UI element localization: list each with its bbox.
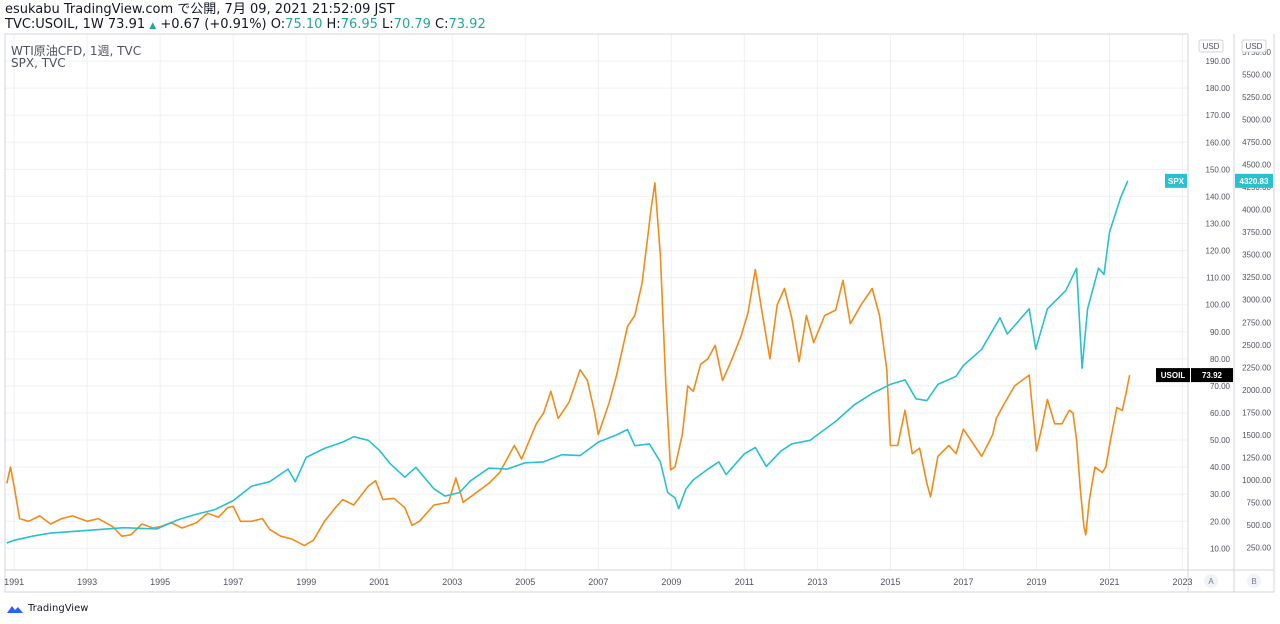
- open-label: O:: [270, 17, 286, 32]
- symbol-label[interactable]: TVC:USOIL, 1W: [5, 17, 104, 32]
- usoil-value-badge-bg: [1191, 368, 1233, 383]
- scale-b-button-bg[interactable]: [1247, 574, 1261, 588]
- axis-b-tick-label: 4750.00: [1242, 138, 1271, 147]
- x-tick-label: 2017: [953, 577, 973, 587]
- axis-b-tick-label: 5500.00: [1242, 71, 1271, 80]
- axis-a-tick-label: 10.00: [1210, 544, 1231, 553]
- x-tick-label: 2015: [880, 577, 900, 587]
- spx-value-badge-bg: [1235, 173, 1273, 188]
- publish-info: esukabu TradingView.com で公開, 7月 09, 2021…: [5, 2, 395, 17]
- axis-a-tick-label: 40.00: [1210, 463, 1231, 472]
- ohlc-line: TVC:USOIL, 1W 73.91 ▲ +0.67 (+0.91%) O:7…: [5, 17, 486, 34]
- axis-b-unit-box: [1241, 39, 1267, 53]
- low-value: 70.79: [393, 17, 431, 32]
- series-line-usoil: [6, 182, 1131, 547]
- time-axis-frame: [4, 569, 1275, 593]
- axis-b-tick-label: 2750.00: [1242, 318, 1271, 327]
- axis-b-tick-label: 750.00: [1247, 498, 1272, 507]
- scale-a-button-bg[interactable]: [1204, 574, 1218, 588]
- usoil-name-badge-bg: [1156, 368, 1190, 383]
- spx-name-badge: SPX: [1168, 177, 1185, 186]
- legend-main-series[interactable]: WTI原油CFD, 1週, TVC: [11, 44, 142, 58]
- scale-a-button[interactable]: A: [1208, 577, 1214, 586]
- axis-b-tick-label: 250.00: [1247, 543, 1272, 552]
- axis-a-tick-label: 160.00: [1206, 138, 1231, 147]
- x-tick-label: 1995: [150, 577, 170, 587]
- x-tick-label: 2003: [442, 577, 462, 587]
- footer-brand: TradingView: [28, 603, 89, 614]
- axis-a-tick-label: 80.00: [1210, 355, 1231, 364]
- axis-a-unit-box: [1198, 39, 1224, 53]
- axis-b-tick-label: 1000.00: [1242, 476, 1271, 485]
- axis-b-tick-label: 500.00: [1247, 521, 1272, 530]
- high-label: H:: [326, 17, 341, 32]
- axis-b-tick-label: 5000.00: [1242, 116, 1271, 125]
- usoil-value-badge: 73.92: [1202, 371, 1223, 380]
- axis-b-tick-label: 3250.00: [1242, 273, 1271, 282]
- x-tick-label: 2023: [1173, 577, 1193, 587]
- axis-b-tick-label: 4500.00: [1242, 161, 1271, 170]
- axis-b-tick-label: 2000.00: [1242, 386, 1271, 395]
- series-line-spx: [6, 180, 1129, 544]
- axis-a-tick-label: 120.00: [1206, 247, 1231, 256]
- axis-a-tick-label: 70.00: [1210, 382, 1231, 391]
- axis-a-tick-label: 170.00: [1206, 111, 1231, 120]
- up-arrow-icon: ▲: [149, 21, 157, 31]
- axis-b-tick-label: 2250.00: [1242, 363, 1271, 372]
- axis-b-tick-label: 3000.00: [1242, 296, 1271, 305]
- axis-b-tick-label: 2500.00: [1242, 341, 1271, 350]
- axis-b-tick-label: 1250.00: [1242, 453, 1271, 462]
- axis-a-tick-label: 130.00: [1206, 219, 1231, 228]
- usoil-name-badge: USOIL: [1161, 371, 1186, 380]
- axis-a-tick-label: 20.00: [1210, 517, 1231, 526]
- axis-a-unit: USD: [1203, 42, 1220, 51]
- x-tick-label: 1991: [4, 577, 24, 587]
- x-tick-label: 1993: [77, 577, 97, 587]
- legend-compare-series[interactable]: SPX, TVC: [11, 56, 66, 70]
- axis-a-tick-label: 110.00: [1206, 274, 1230, 283]
- axis-a-tick-label: 180.00: [1206, 84, 1231, 93]
- close-label: C:: [435, 17, 449, 32]
- axis-b-tick-label: 1500.00: [1242, 431, 1271, 440]
- axis-b-tick-label: 5250.00: [1242, 93, 1271, 102]
- axis-a-tick-label: 60.00: [1210, 409, 1231, 418]
- axis-b-tick-label: 1750.00: [1242, 408, 1271, 417]
- axis-b-unit: USD: [1246, 42, 1263, 51]
- axis-a-tick-label: 90.00: [1210, 328, 1231, 337]
- price-change: +0.67 (+0.91%): [160, 17, 267, 32]
- x-tick-label: 2009: [661, 577, 681, 587]
- axis-a-tick-label: 140.00: [1206, 192, 1231, 201]
- x-tick-label: 1997: [223, 577, 243, 587]
- tradingview-logo[interactable]: TradingView: [6, 603, 88, 614]
- spx-value-badge: 4320.83: [1240, 177, 1269, 186]
- close-value: 73.92: [448, 17, 486, 32]
- x-tick-label: 2021: [1099, 577, 1119, 587]
- x-tick-label: 2013: [807, 577, 827, 587]
- axis-a-tick-label: 30.00: [1210, 490, 1231, 499]
- x-tick-label: 2007: [588, 577, 608, 587]
- x-tick-label: 2019: [1026, 577, 1046, 587]
- axis-a-tick-label: 50.00: [1210, 436, 1231, 445]
- axis-a-tick-label: 100.00: [1206, 301, 1231, 310]
- axis-a-tick-label: 190.00: [1206, 57, 1231, 66]
- scale-b-button[interactable]: B: [1251, 577, 1256, 586]
- plot-frame: [4, 33, 1189, 571]
- axis-b-tick-label: 4000.00: [1242, 206, 1271, 215]
- x-tick-label: 2011: [735, 577, 754, 587]
- cloud-logo-icon: [7, 605, 23, 613]
- last-price: 73.91: [107, 17, 146, 32]
- x-tick-label: 2001: [369, 577, 389, 587]
- open-value: 75.10: [285, 17, 323, 32]
- axis-a-tick-label: 150.00: [1206, 165, 1231, 174]
- x-tick-label: 2005: [515, 577, 535, 587]
- x-tick-label: 1999: [296, 577, 316, 587]
- axis-b-tick-label: 3750.00: [1242, 228, 1271, 237]
- high-value: 76.95: [340, 17, 378, 32]
- spx-name-badge-bg: [1165, 173, 1187, 188]
- axis-b-tick-label: 5750.00: [1242, 48, 1271, 57]
- axis-b-tick-label: 3500.00: [1242, 251, 1271, 260]
- low-label: L:: [382, 17, 394, 32]
